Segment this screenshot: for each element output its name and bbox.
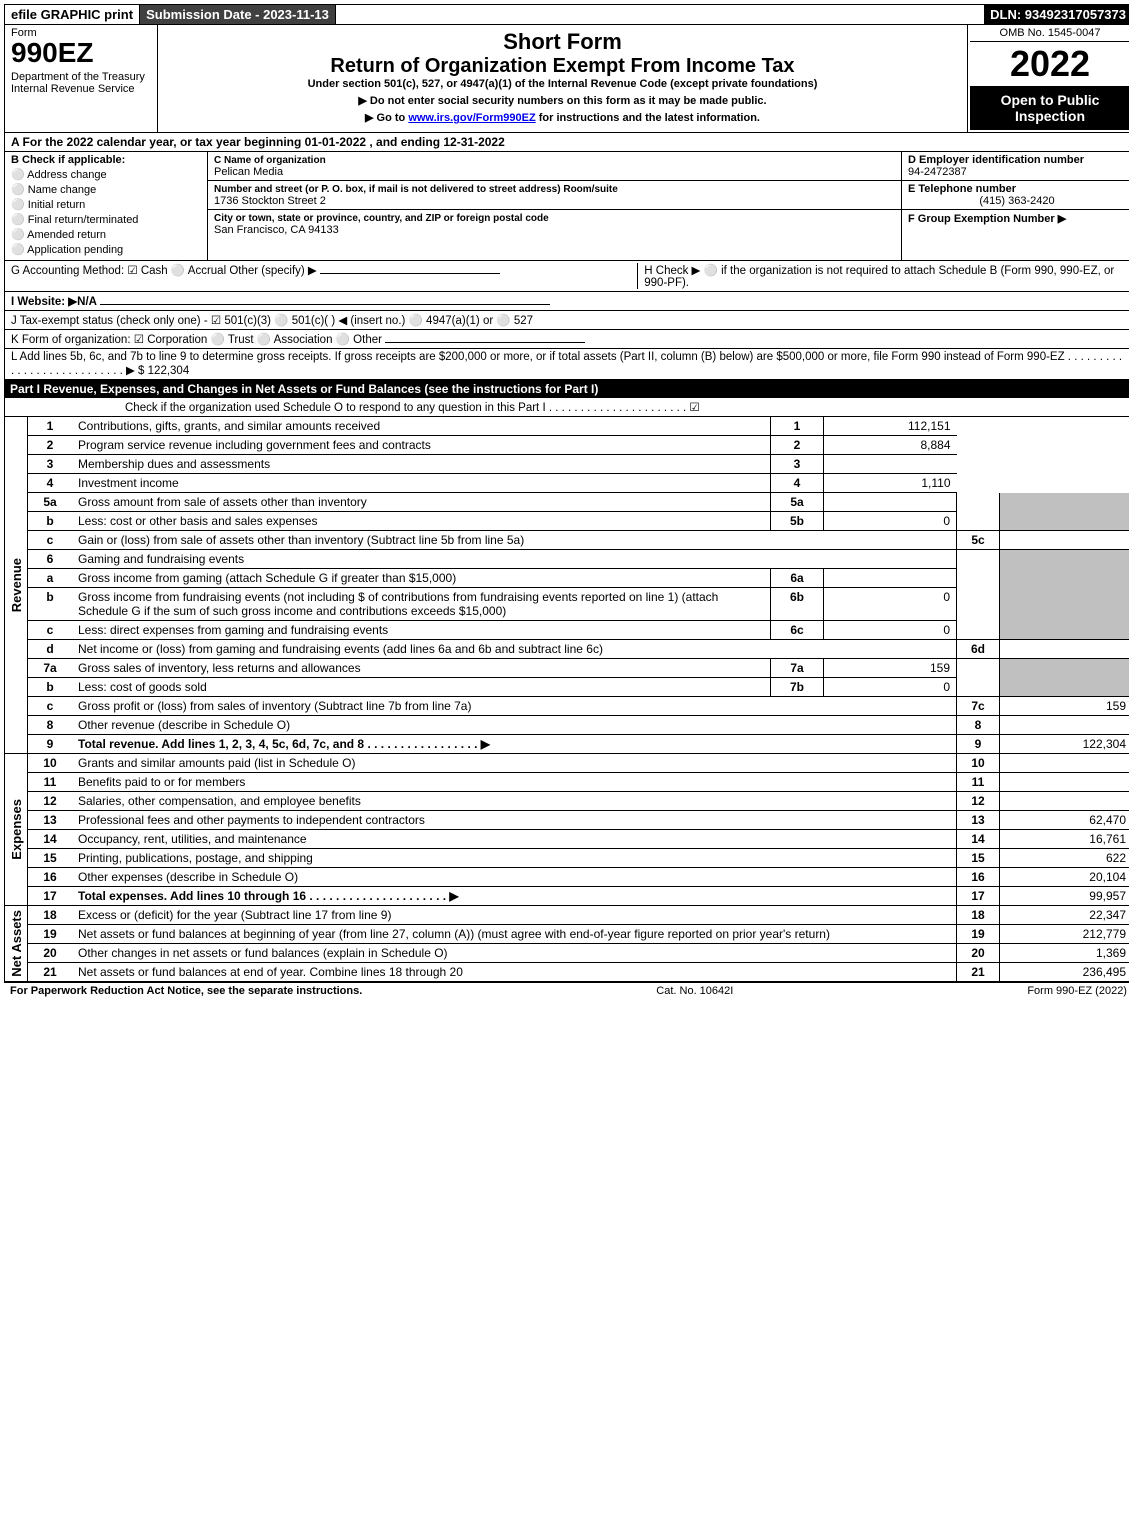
- footer-catno: Cat. No. 10642I: [656, 985, 733, 997]
- tax-year: 2022: [970, 46, 1129, 82]
- chk-initial-return[interactable]: Initial return: [11, 198, 201, 211]
- chk-address-change[interactable]: Address change: [11, 168, 201, 181]
- dept-label: Department of the Treasury: [11, 71, 151, 83]
- form-title: Return of Organization Exempt From Incom…: [166, 55, 959, 78]
- phone-value: (415) 363-2420: [908, 195, 1126, 207]
- top-bar: efile GRAPHIC print Submission Date - 20…: [4, 4, 1129, 25]
- omb-year-block: OMB No. 1545-0047 2022 Open to Public In…: [967, 25, 1129, 132]
- revenue-block: Revenue 1Contributions, gifts, grants, a…: [4, 417, 1129, 754]
- addr-label: Number and street (or P. O. box, if mail…: [214, 184, 618, 195]
- page-footer: For Paperwork Reduction Act Notice, see …: [4, 982, 1129, 999]
- chk-final-return[interactable]: Final return/terminated: [11, 213, 201, 226]
- ssn-warning: ▶ Do not enter social security numbers o…: [166, 94, 959, 107]
- org-name-label: C Name of organization: [214, 155, 326, 166]
- section-k: K Form of organization: ☑ Corporation ⚪ …: [4, 330, 1129, 349]
- b-header: B Check if applicable:: [11, 154, 125, 166]
- part1-label: Part I Revenue, Expenses, and Changes in…: [10, 382, 606, 396]
- part1-check: Check if the organization used Schedule …: [4, 398, 1129, 417]
- section-def: D Employer identification number 94-2472…: [901, 152, 1129, 260]
- section-i: I Website: ▶N/A: [4, 292, 1129, 311]
- form-title-block: Short Form Return of Organization Exempt…: [158, 25, 967, 132]
- dln-label: DLN: 93492317057373: [984, 5, 1129, 24]
- expenses-block: Expenses 10Grants and similar amounts pa…: [4, 754, 1129, 906]
- note2-post: for instructions and the latest informat…: [536, 112, 760, 124]
- instructions-link[interactable]: www.irs.gov/Form990EZ: [408, 112, 535, 124]
- expenses-side-label: Expenses: [4, 754, 27, 906]
- form-id-block: Form 990EZ Department of the Treasury In…: [5, 25, 158, 132]
- form-header: Form 990EZ Department of the Treasury In…: [4, 25, 1129, 133]
- net-assets-block: Net Assets 18Excess or (deficit) for the…: [4, 906, 1129, 982]
- public-inspection-badge: Open to Public Inspection: [970, 86, 1129, 130]
- ein-label: D Employer identification number: [908, 154, 1084, 166]
- footer-formid: Form 990-EZ (2022): [1027, 985, 1127, 997]
- footer-notice: For Paperwork Reduction Act Notice, see …: [10, 985, 362, 997]
- chk-name-change[interactable]: Name change: [11, 183, 201, 196]
- chk-amended-return[interactable]: Amended return: [11, 228, 201, 241]
- website-line: I Website: ▶N/A: [11, 296, 97, 308]
- phone-label: E Telephone number: [908, 183, 1016, 195]
- form-number: 990EZ: [11, 37, 151, 69]
- form-of-org: K Form of organization: ☑ Corporation ⚪ …: [11, 334, 382, 346]
- city-state-zip: San Francisco, CA 94133: [214, 224, 339, 236]
- section-b: B Check if applicable: Address change Na…: [5, 152, 208, 260]
- section-h: H Check ▶ ⚪ if the organization is not r…: [637, 263, 1126, 289]
- section-gh: G Accounting Method: ☑ Cash ⚪ Accrual Ot…: [4, 261, 1129, 292]
- section-l: L Add lines 5b, 6c, and 7b to line 9 to …: [4, 349, 1129, 380]
- submission-date: Submission Date - 2023-11-13: [140, 5, 336, 24]
- org-name: Pelican Media: [214, 166, 283, 178]
- accounting-method: G Accounting Method: ☑ Cash ⚪ Accrual Ot…: [11, 265, 317, 277]
- street-address: 1736 Stockton Street 2: [214, 195, 326, 207]
- instructions-link-line: ▶ Go to www.irs.gov/Form990EZ for instru…: [166, 111, 959, 124]
- net-assets-side-label: Net Assets: [4, 906, 27, 982]
- section-j: J Tax-exempt status (check only one) - ☑…: [4, 311, 1129, 330]
- short-form-label: Short Form: [166, 29, 959, 55]
- chk-application-pending[interactable]: Application pending: [11, 243, 201, 256]
- entity-block: B Check if applicable: Address change Na…: [4, 152, 1129, 261]
- section-g: G Accounting Method: ☑ Cash ⚪ Accrual Ot…: [11, 263, 637, 289]
- revenue-side-label: Revenue: [4, 417, 27, 754]
- ein-value: 94-2472387: [908, 166, 967, 178]
- omb-number: OMB No. 1545-0047: [970, 27, 1129, 42]
- part1-header: Part I Revenue, Expenses, and Changes in…: [4, 380, 1129, 398]
- city-label: City or town, state or province, country…: [214, 213, 549, 224]
- efile-print-button[interactable]: efile GRAPHIC print: [5, 5, 140, 24]
- note2-pre: ▶ Go to: [365, 112, 408, 124]
- irs-label: Internal Revenue Service: [11, 83, 151, 95]
- section-c: C Name of organization Pelican Media Num…: [208, 152, 901, 260]
- form-subtitle: Under section 501(c), 527, or 4947(a)(1)…: [166, 78, 959, 90]
- row-a-period: A For the 2022 calendar year, or tax yea…: [4, 133, 1129, 152]
- group-exemption-label: F Group Exemption Number ▶: [908, 213, 1066, 225]
